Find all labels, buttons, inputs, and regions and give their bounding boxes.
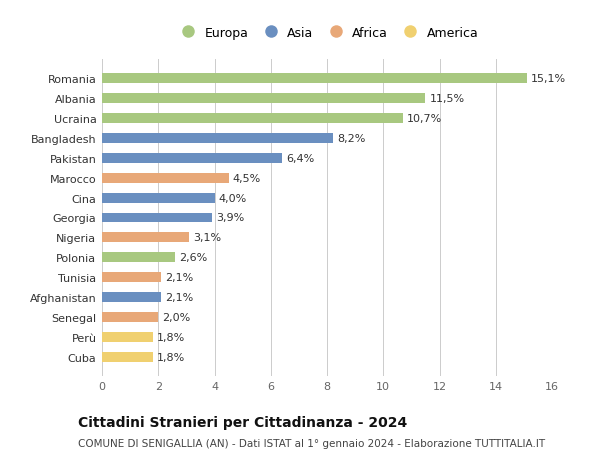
Text: 2,6%: 2,6% <box>179 253 208 263</box>
Legend: Europa, Asia, Africa, America: Europa, Asia, Africa, America <box>170 22 484 45</box>
Bar <box>102 253 175 263</box>
Text: 10,7%: 10,7% <box>407 114 442 124</box>
Bar <box>102 74 527 84</box>
Text: 2,1%: 2,1% <box>165 273 194 283</box>
Bar <box>102 233 189 243</box>
Text: 15,1%: 15,1% <box>531 74 566 84</box>
Text: 11,5%: 11,5% <box>430 94 465 104</box>
Text: 1,8%: 1,8% <box>157 332 185 342</box>
Bar <box>102 352 152 362</box>
Bar <box>102 213 212 223</box>
Text: 2,0%: 2,0% <box>163 312 191 322</box>
Bar <box>102 114 403 124</box>
Text: COMUNE DI SENIGALLIA (AN) - Dati ISTAT al 1° gennaio 2024 - Elaborazione TUTTITA: COMUNE DI SENIGALLIA (AN) - Dati ISTAT a… <box>78 438 545 448</box>
Text: 1,8%: 1,8% <box>157 352 185 362</box>
Bar <box>102 174 229 183</box>
Bar <box>102 193 215 203</box>
Bar <box>102 292 161 302</box>
Bar <box>102 312 158 322</box>
Text: 4,0%: 4,0% <box>219 193 247 203</box>
Bar <box>102 273 161 283</box>
Text: Cittadini Stranieri per Cittadinanza - 2024: Cittadini Stranieri per Cittadinanza - 2… <box>78 415 407 429</box>
Bar <box>102 94 425 104</box>
Text: 3,1%: 3,1% <box>193 233 221 243</box>
Text: 4,5%: 4,5% <box>233 174 261 183</box>
Bar <box>102 134 332 144</box>
Bar <box>102 153 282 163</box>
Bar <box>102 332 152 342</box>
Text: 6,4%: 6,4% <box>286 153 314 163</box>
Text: 8,2%: 8,2% <box>337 134 365 144</box>
Text: 2,1%: 2,1% <box>165 292 194 302</box>
Text: 3,9%: 3,9% <box>216 213 244 223</box>
